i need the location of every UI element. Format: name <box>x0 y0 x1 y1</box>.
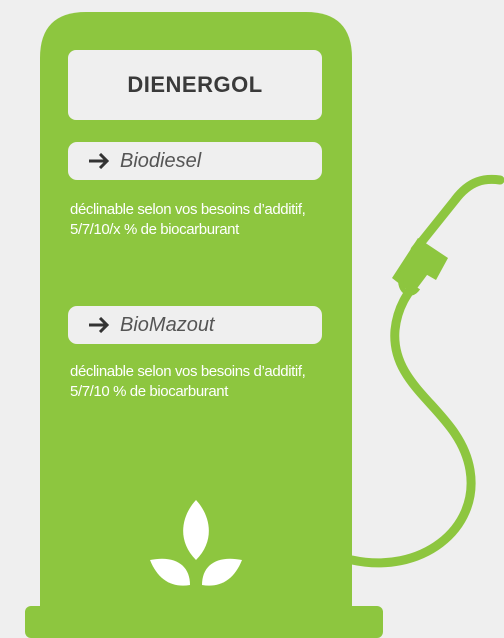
page: DIENERGOL Biodiesel déclinable selon vos… <box>0 0 504 638</box>
hose <box>352 270 471 563</box>
item-description: déclinable selon vos besoins d’additif, … <box>70 200 320 240</box>
arrow-icon <box>88 317 110 333</box>
item-pill: BioMazout <box>68 306 322 344</box>
item-pill: Biodiesel <box>68 142 322 180</box>
item-label: BioMazout <box>120 314 215 337</box>
title: DIENERGOL <box>68 50 322 120</box>
item-label: Biodiesel <box>120 150 201 173</box>
arrow-icon <box>88 153 110 169</box>
hose-top <box>415 179 500 250</box>
item-description: déclinable selon vos besoins d’additif, … <box>70 362 320 402</box>
pump-base <box>25 606 383 638</box>
